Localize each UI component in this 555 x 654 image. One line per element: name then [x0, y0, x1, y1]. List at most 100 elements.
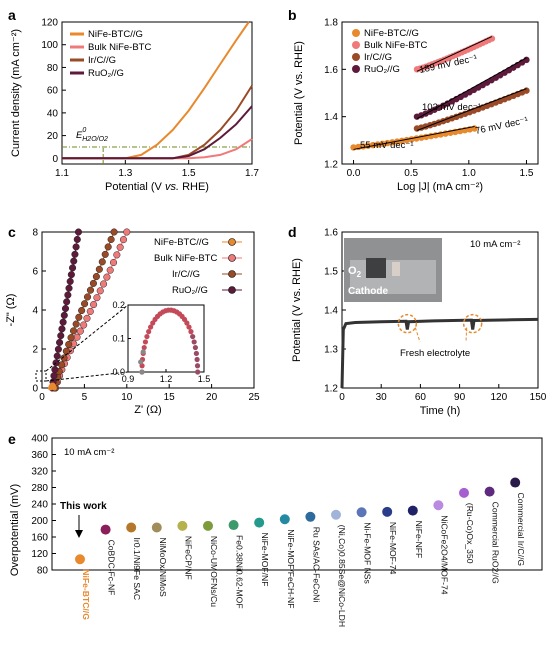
chart-b-tafel-fit-4	[416, 57, 527, 120]
chart-c-point	[78, 306, 86, 315]
chart-b-ytick-label: 1.6	[324, 65, 338, 76]
chart-a-ytick-label: 80	[47, 63, 59, 74]
chart-b: 0.0 0.5 1.0 1.5 1.2 1.4 1.6 1.8 NiFe-BTC//G Bul…	[293, 18, 539, 193]
chart-a: 1.1 1.3 1.5 1.7 0 20 40 60 80 100 120 NiFe-BTC//G …	[10, 18, 259, 194]
chart-e-category-label: Ni-Fe-MOF NSs	[363, 522, 373, 584]
chart-a-frame	[61, 21, 253, 165]
chart-c-xtick-label: 20	[206, 392, 218, 403]
chart-c-point	[54, 345, 62, 353]
chart-b-ytick-label: 1.8	[324, 18, 338, 29]
chart-e-category-label: (Ni,Co)0.85Se@NiCo-LDH	[337, 525, 347, 627]
chart-e-point	[510, 477, 521, 488]
legend-b-label-1: NiFe-BTC//G	[364, 28, 419, 39]
legend-a-label-4: RuO₂//G	[88, 68, 124, 79]
chart-b-frame	[341, 21, 539, 165]
chart-b-slope-ruo2: 103 mV dec⁻¹	[422, 102, 481, 113]
inset-point	[184, 320, 190, 326]
chart-e-ytick-label: 80	[37, 566, 49, 577]
chart-c-xtick-label: 0	[39, 392, 45, 403]
photo-label-cathode: Cathode	[348, 286, 388, 297]
chart-d-xtick-label: 0	[339, 392, 345, 403]
legend-b-label-4: RuO₂//G	[364, 64, 400, 75]
chart-c-point	[61, 305, 70, 313]
chart-c-point	[98, 258, 106, 266]
chart-a-legend: NiFe-BTC//G Bulk NiFe-BTC Ir/C//G RuO₂//…	[70, 29, 151, 79]
inset-point	[191, 339, 197, 345]
chart-e-ytick-label: 200	[31, 516, 48, 527]
inset-point	[146, 329, 152, 335]
chart-c-ytick-label: 0	[32, 384, 38, 395]
chart-b-ytick-label: 1.4	[324, 112, 338, 123]
legend-a-label-1: NiFe-BTC//G	[88, 29, 143, 40]
this-work-label: This work	[60, 501, 107, 512]
chart-a-annotation: E0 H2O/O2	[76, 127, 108, 143]
chart-b-tafel-fit-2	[416, 36, 493, 72]
inset-xtick-label: 1.2	[160, 374, 173, 384]
chart-e-point	[459, 487, 469, 498]
chart-c-point	[95, 265, 103, 273]
chart-b-point	[523, 56, 530, 64]
chart-e-category-label: NiFeCP/NF	[183, 536, 193, 580]
chart-d-annotation: Fresh electrolyte	[400, 348, 470, 359]
chart-e-ytick-label: 120	[31, 549, 48, 560]
inset-point	[188, 329, 194, 335]
chart-a-series-line-1	[62, 21, 250, 160]
chart-b-point	[488, 35, 496, 42]
chart-c-point	[89, 279, 97, 287]
chart-c-point	[51, 385, 57, 391]
this-work-arrowhead	[75, 530, 83, 538]
inset-point	[142, 339, 149, 345]
chart-b-point	[403, 136, 410, 144]
chart-b-point	[523, 87, 530, 94]
panel-label-d: d	[288, 224, 297, 240]
legend-a-label-2: Bulk NiFe-BTC	[88, 42, 151, 53]
chart-c-point	[107, 235, 115, 244]
chart-c-point	[81, 300, 89, 308]
chart-b-xlabel: Log |J| (mA cm⁻²)	[397, 181, 483, 193]
chart-c-ylabel: -Z" (Ω)	[5, 294, 17, 327]
chart-c-point	[65, 284, 73, 292]
chart-c-xtick-label: 5	[82, 392, 88, 403]
chart-d-xlabel: Time (h)	[420, 405, 461, 417]
chart-d-refresh-connector-1	[414, 327, 421, 343]
chart-d-ytick-label: 1.6	[324, 228, 338, 239]
chart-c-point	[75, 313, 83, 321]
chart-e: 80 120 160 200 240 280 320 360 400 10 mA cm⁻² Th…	[9, 434, 543, 627]
inset-point	[186, 324, 192, 330]
legend-c-marker-2	[228, 254, 236, 262]
chart-e-category-label: NiFe-MOF-74	[388, 522, 398, 575]
chart-e-category-label: (Ru-Co)Ox_350	[465, 503, 475, 564]
chart-c-point	[103, 273, 111, 281]
panel-label-a: a	[8, 7, 16, 23]
chart-d-ytick-label: 1.5	[324, 267, 338, 278]
chart-e-category-label: NiMoOx/NiMoS	[158, 538, 168, 597]
chart-e-point	[484, 486, 495, 497]
chart-e-category-label: NiFe-MOF/FeCH-NF	[286, 529, 296, 608]
chart-a-xtick-label: 1.1	[55, 168, 69, 179]
legend-b-label-2: Bulk NiFe-BTC	[364, 40, 427, 51]
inset-point	[192, 344, 199, 351]
chart-b-tafel-fit-3	[416, 88, 527, 131]
chart-b-legend: NiFe-BTC//G Bulk NiFe-BTC Ir/C//G RuO₂//…	[352, 28, 427, 75]
chart-d-xtick-label: 60	[415, 392, 427, 403]
chart-c-point	[67, 271, 75, 279]
chart-c-point	[73, 333, 81, 341]
chart-d-refresh-marker	[397, 313, 418, 334]
chart-c-point	[113, 251, 121, 259]
chart-e-point	[382, 506, 393, 517]
chart-d-xtick-label: 30	[376, 392, 388, 403]
chart-e-point	[203, 520, 213, 531]
chart-e-category-label: CoBDC-Fc-NF	[107, 540, 117, 596]
inset-connector-1	[45, 304, 129, 372]
chart-c-point	[71, 250, 79, 258]
chart-a-ytick-label: 0	[52, 154, 58, 165]
chart-e-ytick-label: 320	[31, 467, 48, 478]
inset-connector-2	[45, 371, 129, 382]
chart-c-point	[80, 321, 88, 329]
chart-c-point	[93, 294, 101, 302]
chart-e-point	[305, 511, 316, 522]
legend-c-label-4: RuO₂//G	[172, 285, 208, 296]
inset-zoom-box	[35, 370, 47, 382]
